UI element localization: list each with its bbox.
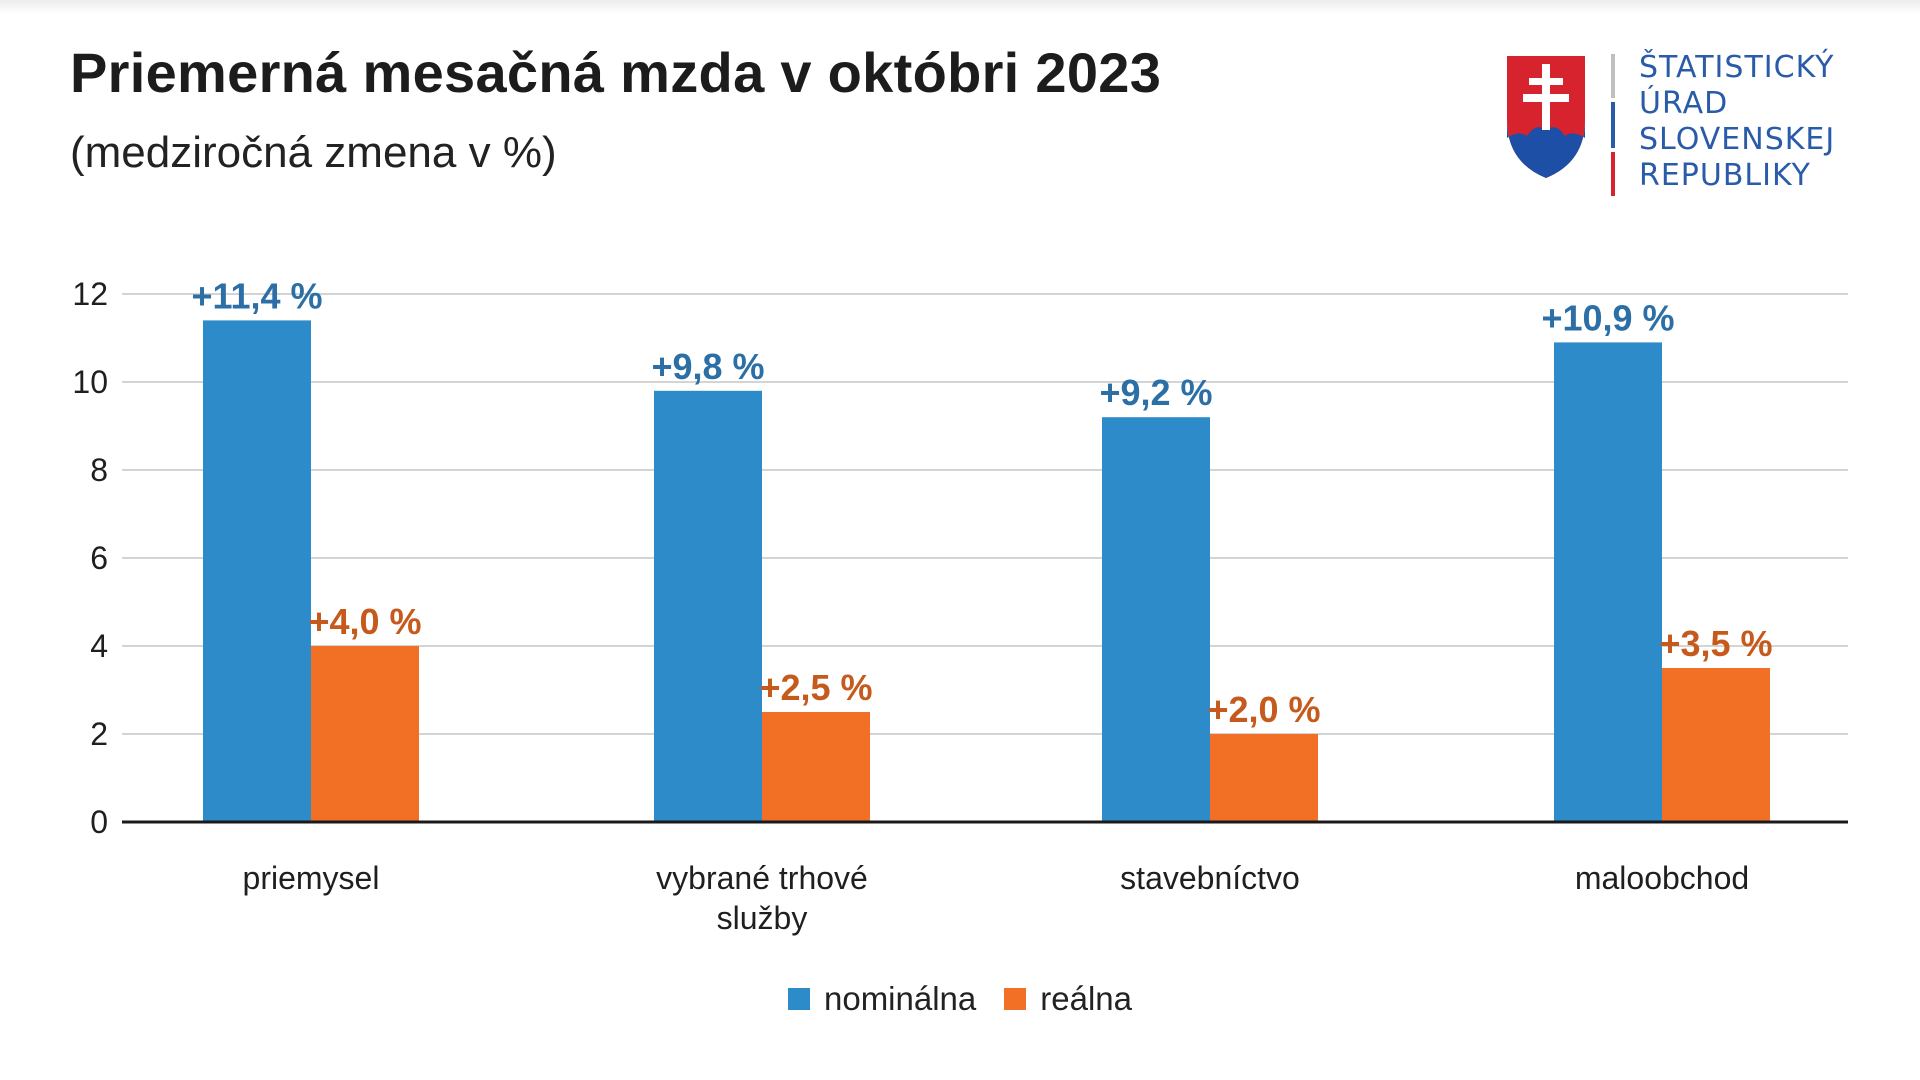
bar-nominal	[1554, 342, 1662, 822]
logo-line-1: ŠTATISTICKÝ	[1639, 50, 1835, 85]
x-tick-label: maloobchod	[1575, 860, 1749, 896]
y-tick-label: 6	[90, 540, 108, 576]
y-tick-label: 2	[90, 716, 108, 752]
bar-nominal	[203, 320, 311, 822]
x-tick-label: vybrané trhové	[656, 860, 868, 896]
data-label-real: +2,5 %	[759, 667, 872, 708]
data-label-real: +3,5 %	[1659, 623, 1772, 664]
chart-legend: nominálna reálna	[0, 980, 1920, 1018]
bar-nominal	[654, 390, 762, 822]
data-label-real: +4,0 %	[308, 601, 421, 642]
legend-item-real: reálna	[1004, 980, 1132, 1018]
y-tick-label: 10	[72, 364, 108, 400]
data-label-nominal: +9,2 %	[1099, 372, 1212, 413]
y-tick-label: 4	[90, 628, 108, 664]
slovak-coat-of-arms-icon	[1507, 54, 1615, 196]
statistical-office-logo: ŠTATISTICKÝ ÚRAD SLOVENSKEJ REPUBLIKY	[1505, 50, 1865, 200]
chart-title: Priemerná mesačná mzda v októbri 2023	[70, 41, 1162, 104]
bar-real	[1210, 734, 1318, 822]
y-tick-label: 12	[72, 276, 108, 312]
logo-line-3: SLOVENSKEJ	[1639, 122, 1836, 157]
y-tick-label: 8	[90, 452, 108, 488]
data-label-nominal: +9,8 %	[651, 346, 764, 387]
x-tick-label: stavebníctvo	[1120, 860, 1300, 896]
legend-swatch-real	[1004, 988, 1027, 1010]
legend-label-nominal: nominálna	[823, 980, 977, 1017]
x-tick-label: priemysel	[243, 860, 380, 896]
bar-real	[1662, 668, 1770, 822]
legend-swatch-nominal	[787, 988, 810, 1010]
bar-real	[311, 646, 419, 822]
bar-nominal	[1102, 417, 1210, 822]
y-tick-label: 0	[90, 804, 108, 840]
data-label-nominal: +11,4 %	[191, 275, 322, 316]
x-tick-label: služby	[717, 900, 808, 936]
legend-item-nominal: nominálna	[787, 980, 977, 1018]
logo-wordmark: ŠTATISTICKÝ ÚRAD SLOVENSKEJ REPUBLIKY	[1639, 50, 1835, 194]
bar-real	[762, 712, 870, 822]
top-shadow	[0, 0, 1920, 14]
data-label-real: +2,0 %	[1207, 689, 1320, 730]
bar-chart: 0 2 4 6 8 10 12 +11,4 % +9,8 % +9,2 % +10,9 % +4,0 …	[72, 275, 1848, 936]
chart-subtitle: (medziročná zmena v %)	[70, 128, 557, 177]
logo-line-2: ÚRAD	[1639, 86, 1729, 121]
legend-label-real: reálna	[1040, 980, 1132, 1017]
logo-line-4: REPUBLIKY	[1639, 158, 1811, 193]
data-label-nominal: +10,9 %	[1541, 297, 1674, 338]
